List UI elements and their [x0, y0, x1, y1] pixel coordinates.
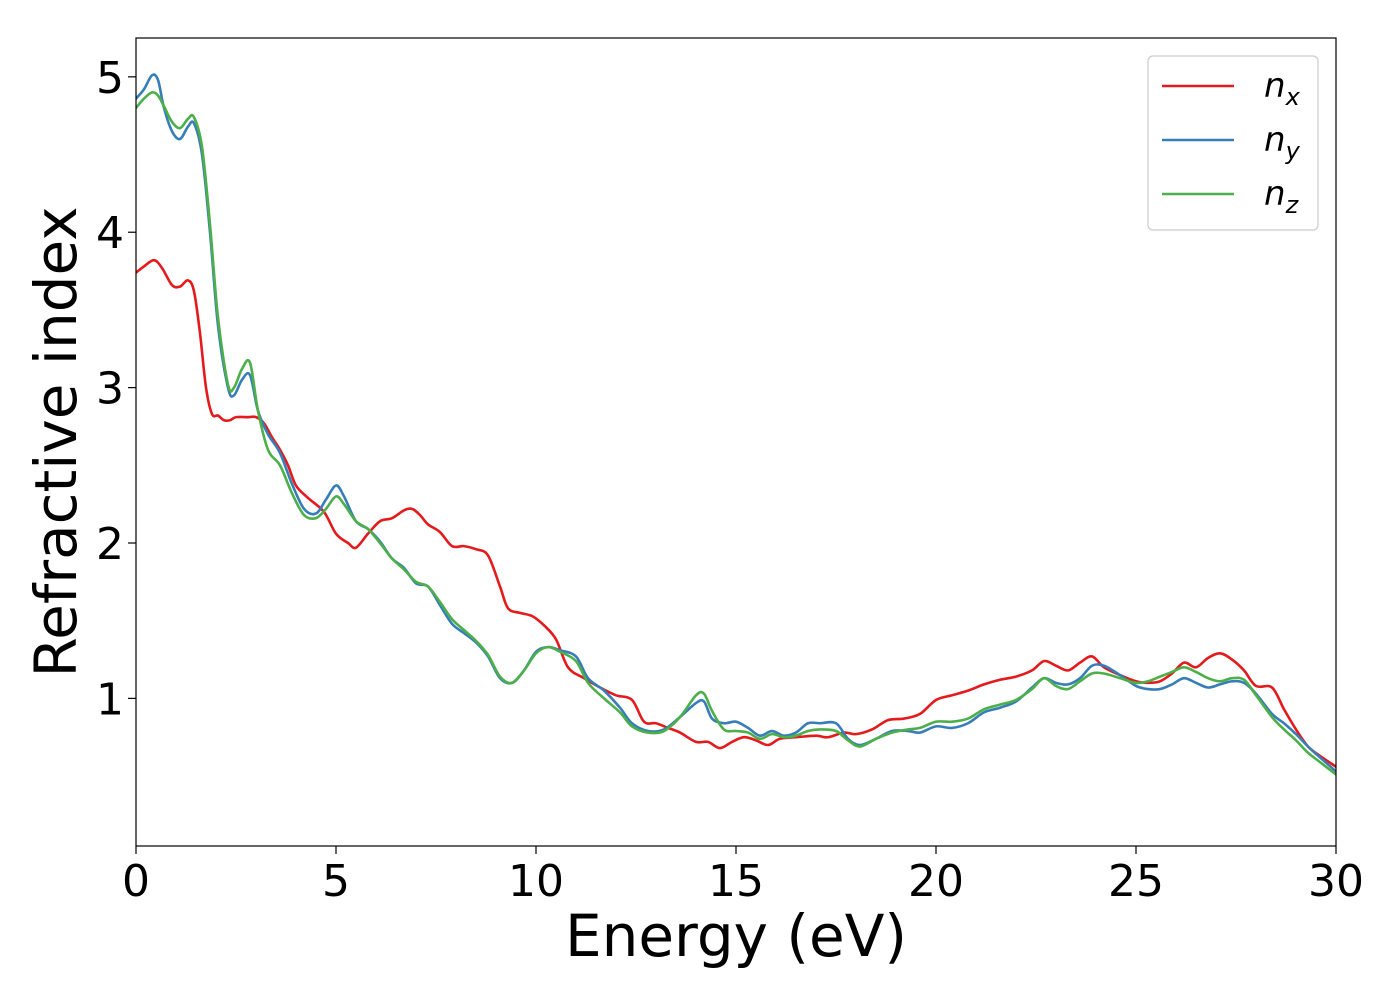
legend-label-nz: nz — [1264, 174, 1300, 219]
x-tick-label: 20 — [908, 856, 964, 907]
legend-label-nx: nx — [1264, 66, 1301, 111]
x-tick-label: 10 — [508, 856, 564, 907]
legend-box — [1147, 55, 1319, 231]
y-tick-label: 2 — [96, 519, 124, 570]
x-axis-ticks: 0 5 10 15 20 25 30 — [122, 846, 1364, 907]
legend-label-ny: ny — [1264, 120, 1301, 165]
y-axis-ticks: 1 2 3 4 5 — [96, 53, 136, 725]
x-tick-label: 15 — [708, 856, 764, 907]
y-tick-label: 3 — [96, 364, 124, 415]
series-line-nz — [136, 90, 1336, 776]
x-tick-label: 30 — [1308, 856, 1364, 907]
legend: nx ny nz — [1147, 55, 1319, 231]
y-tick-label: 4 — [96, 208, 124, 259]
y-tick-label: 5 — [96, 53, 124, 104]
y-tick-label: 1 — [96, 674, 124, 725]
y-axis-label: Refractive index — [22, 206, 90, 677]
x-tick-label: 5 — [322, 856, 350, 907]
legend-items: nx ny nz — [1162, 66, 1301, 219]
x-tick-label: 25 — [1108, 856, 1164, 907]
series-layer — [136, 73, 1336, 776]
x-axis-label: Energy (eV) — [565, 902, 907, 970]
x-tick-label: 0 — [122, 856, 150, 907]
